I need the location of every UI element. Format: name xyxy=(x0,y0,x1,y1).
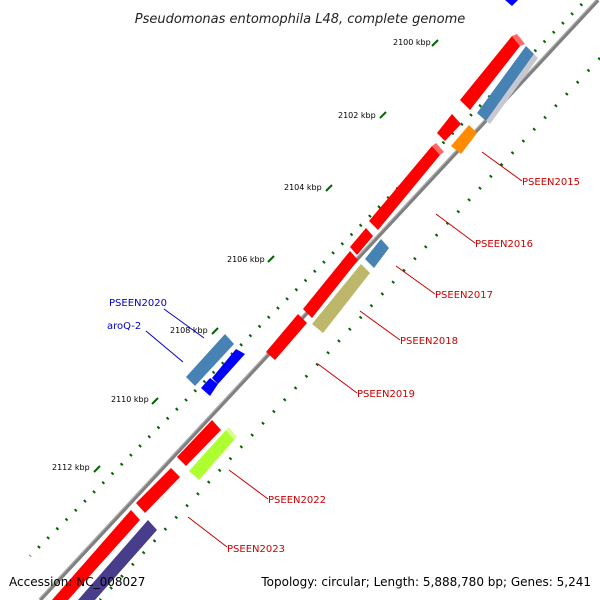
label-connectors xyxy=(145,151,523,548)
forward-gene[interactable] xyxy=(136,468,180,513)
reverse-gene[interactable] xyxy=(477,46,538,124)
forward-genes xyxy=(52,34,525,600)
reverse-gene-pseen2017[interactable] xyxy=(365,239,389,268)
gene-label-pseen2015[interactable]: PSEEN2015 xyxy=(522,177,580,188)
summary-text: Topology: circular; Length: 5,888,780 bp… xyxy=(260,575,591,589)
forward-gene[interactable] xyxy=(177,420,221,466)
gene-label-pseen2022[interactable]: PSEEN2022 xyxy=(268,495,326,506)
accession-text: Accession: NC_008027 xyxy=(9,575,145,589)
kbp-label: 2106 kbp xyxy=(227,255,265,264)
kbp-label: 2112 kbp xyxy=(52,463,90,472)
reverse-gene-pseen2015[interactable] xyxy=(451,125,477,154)
forward-gene[interactable] xyxy=(369,143,444,230)
kbp-label: 2108 kbp xyxy=(170,326,208,335)
gene-label-pseen2019[interactable]: PSEEN2019 xyxy=(357,389,415,400)
gene-label-pseen2017[interactable]: PSEEN2017 xyxy=(435,290,493,301)
kbp-ticks xyxy=(93,39,439,473)
forward-gene[interactable] xyxy=(350,228,373,255)
gene-aroq2[interactable] xyxy=(201,349,245,396)
reverse-gene-pseen2018[interactable] xyxy=(312,264,370,333)
gene-label-pseen2018[interactable]: PSEEN2018 xyxy=(400,336,458,347)
kbp-label: 2104 kbp xyxy=(284,183,322,192)
forward-gene[interactable] xyxy=(266,314,307,360)
reverse-gene-pseen2022[interactable] xyxy=(189,427,237,480)
kbp-label: 2100 kbp xyxy=(393,38,431,47)
forward-gene[interactable] xyxy=(437,114,461,141)
reverse-gene-pseen2023[interactable] xyxy=(78,520,157,600)
gene-label-pseen2020[interactable]: PSEEN2020 xyxy=(109,298,167,309)
reverse-genes xyxy=(78,46,538,600)
gene-label-pseen2023[interactable]: PSEEN2023 xyxy=(227,544,285,555)
top-feature[interactable] xyxy=(505,0,518,6)
forward-gene[interactable] xyxy=(303,251,358,318)
gene-pseen2020[interactable] xyxy=(186,334,234,386)
forward-gene[interactable] xyxy=(52,510,140,600)
gene-label-pseen2016[interactable]: PSEEN2016 xyxy=(475,239,533,250)
inner-tick-ring xyxy=(98,56,600,600)
kbp-label: 2110 kbp xyxy=(111,395,149,404)
forward-gene[interactable] xyxy=(460,34,525,110)
genome-title: Pseudomonas entomophila L48, complete ge… xyxy=(135,12,466,27)
gene-label-aroq2[interactable]: aroQ-2 xyxy=(107,321,141,332)
kbp-label: 2102 kbp xyxy=(338,111,376,120)
left-genes xyxy=(186,334,245,396)
